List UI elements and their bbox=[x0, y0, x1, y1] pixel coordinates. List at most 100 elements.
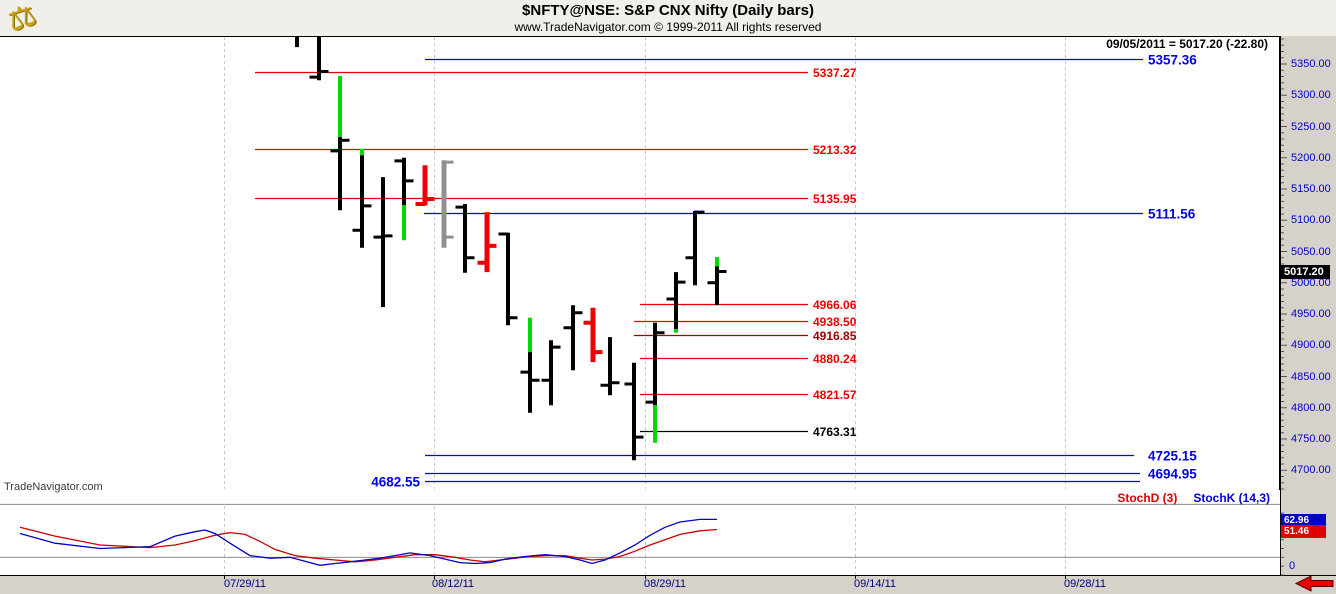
indicator-label-row bbox=[0, 490, 1280, 505]
price-axis-label: 5350.00 bbox=[1291, 58, 1331, 70]
bar-close-tick bbox=[592, 350, 603, 355]
price-axis-label: 4800.00 bbox=[1291, 401, 1331, 414]
bar-close-tick bbox=[716, 270, 727, 273]
level-label[interactable]: 4694.95 bbox=[1148, 467, 1197, 482]
stoch-d-line bbox=[19, 526, 718, 563]
price-bar bbox=[632, 362, 636, 461]
bar-close-tick bbox=[507, 316, 518, 320]
level-label[interactable]: 5357.36 bbox=[1148, 53, 1197, 68]
price-bar bbox=[653, 405, 657, 443]
price-chart-panel[interactable] bbox=[0, 36, 1280, 491]
price-bar bbox=[715, 266, 719, 306]
bar-close-tick bbox=[654, 331, 665, 335]
bar-open-tick bbox=[498, 232, 509, 236]
bar-close-tick bbox=[529, 378, 540, 382]
price-axis-label: 5150.00 bbox=[1291, 183, 1331, 195]
price-axis-label: 5200.00 bbox=[1291, 151, 1331, 164]
date-label: 08/12/11 bbox=[431, 578, 475, 590]
price-bar bbox=[506, 232, 510, 326]
price-axis-label: 4750.00 bbox=[1291, 433, 1331, 445]
date-axis-strip[interactable] bbox=[0, 575, 1336, 594]
level-label[interactable]: 4938.50 bbox=[813, 315, 857, 329]
bar-close-tick bbox=[572, 311, 583, 315]
bar-close-tick bbox=[609, 381, 620, 385]
date-label: 09/14/11 bbox=[853, 578, 897, 590]
bar-open-tick bbox=[415, 202, 426, 206]
bar-open-tick bbox=[455, 205, 466, 209]
level-label[interactable]: 4916.85 bbox=[813, 329, 857, 343]
price-bar bbox=[338, 137, 342, 211]
bar-open-tick bbox=[309, 75, 320, 79]
price-axis-label: 4900.00 bbox=[1291, 339, 1331, 352]
stochastic-panel[interactable] bbox=[0, 505, 1280, 575]
price-axis-label: 5100.00 bbox=[1291, 214, 1331, 227]
bar-close-tick bbox=[675, 280, 686, 284]
price-bar bbox=[693, 210, 697, 286]
watermark-text: TradeNavigator.com bbox=[4, 481, 103, 493]
price-axis-label: 4700.00 bbox=[1291, 464, 1331, 477]
price-bar bbox=[571, 305, 575, 371]
bar-close-tick bbox=[361, 204, 372, 208]
price-bar bbox=[653, 322, 657, 406]
bar-close-tick bbox=[633, 435, 644, 439]
price-bar bbox=[590, 307, 596, 363]
chart-title: $NFTY@NSE: S&P CNX Nifty (Daily bars) bbox=[522, 2, 814, 19]
price-axis-label: 4850.00 bbox=[1291, 370, 1331, 383]
price-bar bbox=[528, 352, 532, 413]
bar-close-tick bbox=[403, 179, 414, 183]
price-bar bbox=[360, 149, 364, 156]
last-price-badge: 5017.20 bbox=[1281, 265, 1330, 279]
stoch-k-line bbox=[19, 518, 717, 566]
bar-open-tick bbox=[477, 260, 488, 265]
price-bar bbox=[528, 317, 532, 353]
level-label[interactable]: 5111.56 bbox=[1148, 207, 1196, 222]
level-label[interactable]: 5337.27 bbox=[813, 66, 857, 80]
price-axis-label: 5250.00 bbox=[1291, 120, 1331, 133]
level-label[interactable]: 5213.32 bbox=[813, 143, 857, 157]
price-bar bbox=[549, 340, 553, 406]
date-label: 08/29/11 bbox=[643, 578, 687, 590]
level-label[interactable]: 4821.57 bbox=[813, 388, 857, 402]
indicator-labels: StochD (3) StochK (14,3) bbox=[1117, 491, 1270, 505]
bar-open-tick bbox=[352, 228, 363, 232]
bar-close-tick bbox=[694, 210, 705, 214]
bar-close-tick bbox=[464, 256, 475, 260]
stochk-label[interactable]: StochK (14,3) bbox=[1193, 491, 1270, 505]
price-axis-label: 5000.00 bbox=[1291, 276, 1331, 289]
bar-open-tick bbox=[583, 320, 594, 325]
price-bar bbox=[402, 205, 406, 241]
bar-open-tick bbox=[541, 378, 552, 382]
price-bar bbox=[422, 165, 428, 206]
bar-open-tick bbox=[685, 256, 696, 260]
price-bar bbox=[381, 177, 385, 308]
bar-close-tick bbox=[486, 243, 497, 248]
stochd-value-badge: 51.46 bbox=[1281, 525, 1326, 538]
level-label[interactable]: 4725.15 bbox=[1148, 449, 1197, 464]
price-axis-label: 4950.00 bbox=[1291, 308, 1331, 320]
price-bar bbox=[608, 337, 612, 396]
price-bar bbox=[441, 160, 447, 248]
price-axis-label: 5300.00 bbox=[1291, 89, 1331, 102]
price-bar bbox=[674, 329, 678, 333]
scroll-left-arrow[interactable] bbox=[1294, 575, 1334, 592]
chart-subtitle: www.TradeNavigator.com © 1999-2011 All r… bbox=[514, 20, 822, 34]
price-bar bbox=[484, 212, 490, 273]
bar-close-tick bbox=[339, 138, 350, 142]
stoch-zero-label: 0 bbox=[1289, 560, 1296, 572]
price-axis-label: 5050.00 bbox=[1291, 245, 1331, 258]
stochk-value-badge: 62.96 bbox=[1281, 514, 1326, 527]
level-label[interactable]: 4966.06 bbox=[813, 298, 857, 312]
bar-open-tick bbox=[666, 297, 677, 301]
date-label: 07/29/11 bbox=[223, 578, 267, 590]
level-label[interactable]: 4763.31 bbox=[813, 425, 857, 439]
price-bar bbox=[463, 204, 467, 273]
bar-close-tick bbox=[318, 70, 329, 73]
level-label[interactable]: 4880.24 bbox=[813, 352, 857, 366]
level-label[interactable]: 5135.95 bbox=[813, 192, 857, 206]
stochd-label[interactable]: StochD (3) bbox=[1117, 491, 1178, 505]
price-bar bbox=[317, 36, 321, 81]
price-axis-strip[interactable] bbox=[1280, 36, 1336, 575]
level-label[interactable]: 4682.55 bbox=[371, 475, 420, 490]
